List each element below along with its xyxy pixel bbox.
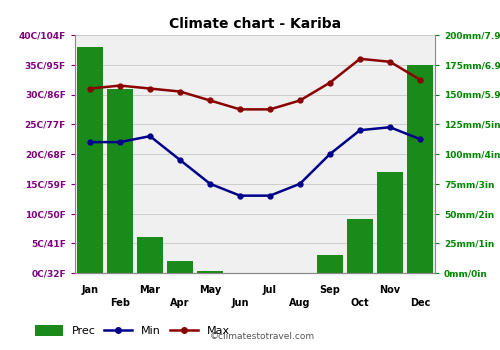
Text: Aug: Aug	[289, 298, 311, 308]
Text: Mar: Mar	[140, 285, 160, 295]
Text: ©climatestotravel.com: ©climatestotravel.com	[210, 332, 315, 341]
Bar	[347, 219, 373, 273]
Text: May: May	[199, 285, 221, 295]
Bar	[107, 89, 133, 273]
Title: Climate chart - Kariba: Climate chart - Kariba	[169, 17, 341, 31]
Text: Nov: Nov	[380, 285, 400, 295]
Text: Oct: Oct	[350, 298, 370, 308]
Bar	[137, 237, 163, 273]
Bar	[77, 47, 103, 273]
Legend: Prec, Min, Max: Prec, Min, Max	[30, 321, 234, 341]
Text: Apr: Apr	[170, 298, 190, 308]
Bar	[167, 261, 193, 273]
Text: Sep: Sep	[320, 285, 340, 295]
Text: Dec: Dec	[410, 298, 430, 308]
Text: Feb: Feb	[110, 298, 130, 308]
Text: Jul: Jul	[263, 285, 277, 295]
Text: Jun: Jun	[231, 298, 249, 308]
Bar	[407, 65, 433, 273]
Bar	[378, 172, 403, 273]
Bar	[197, 271, 223, 273]
Text: Jan: Jan	[82, 285, 98, 295]
Bar	[318, 255, 343, 273]
